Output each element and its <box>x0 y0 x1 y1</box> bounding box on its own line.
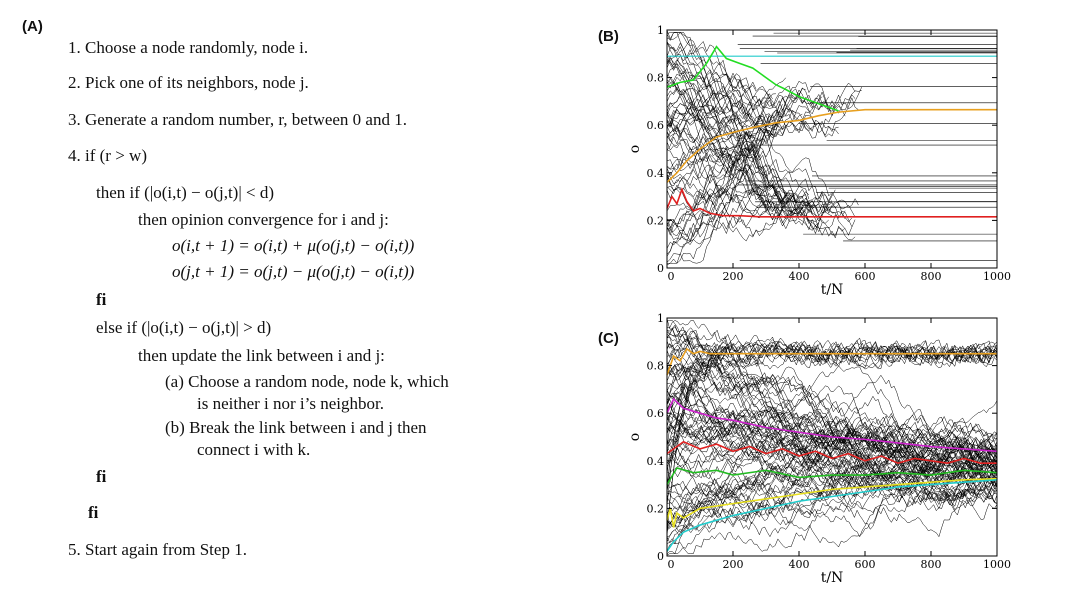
x-tick-label: 1000 <box>983 558 1011 571</box>
x-tick-label: 0 <box>668 270 675 283</box>
y-tick-label: 0.4 <box>647 167 665 180</box>
series-line-4 <box>666 477 998 528</box>
series-line-0 <box>666 347 997 376</box>
algo-step-5: 5. Start again from Step 1. <box>68 540 247 559</box>
x-axis-label: t/N <box>821 282 844 298</box>
y-tick-label: 0 <box>657 550 664 563</box>
panel-label-c: (C) <box>598 330 619 347</box>
y-tick-label: 1 <box>657 312 664 325</box>
algo-step-3: 3. Generate a random number, r, between … <box>68 110 407 129</box>
x-tick-label: 0 <box>668 558 675 571</box>
y-tick-label: 0.6 <box>647 119 665 132</box>
algo-then-if: then if (|o(i,t) − o(j,t)| < d) <box>96 183 274 202</box>
plot-frame <box>666 29 998 269</box>
panel-label-a: (A) <box>22 18 43 35</box>
series-line-0 <box>666 45 839 112</box>
x-tick-label: 600 <box>855 270 876 283</box>
algo-then-update: then update the link between i and j: <box>138 346 385 365</box>
panel-label-b: (B) <box>598 28 619 45</box>
algo-sub-a-line-2: is neither i nor i’s neighbor. <box>197 394 384 413</box>
y-tick-label: 0.6 <box>647 407 665 420</box>
series-line-2 <box>666 440 997 465</box>
series-line-3 <box>666 467 998 486</box>
algo-else-if: else if (|o(i,t) − o(j,t)| > d) <box>96 318 272 337</box>
algo-equation-2: o(j,t + 1) = o(j,t) − μ(o(j,t) − o(i,t)) <box>172 262 415 281</box>
x-tick-label: 400 <box>789 270 810 283</box>
x-tick-label: 400 <box>789 558 810 571</box>
y-tick-label: 0.2 <box>647 502 665 515</box>
y-tick-label: 0.8 <box>647 360 665 373</box>
y-tick-label: 0.2 <box>647 214 665 227</box>
chart-b: 0 200 400 600 800 1000 0 0.2 0.4 0.6 0.8 1 t/N o <box>627 24 1011 298</box>
x-tick-label: 800 <box>921 558 942 571</box>
algo-sub-b-line-1: (b) Break the link between i and j then <box>165 418 427 437</box>
y-tick-label: 0.4 <box>647 455 665 468</box>
algo-sub-a-line-1: (a) Choose a random node, node k, which <box>165 372 449 391</box>
series-line-1 <box>666 397 998 453</box>
chart-c: 0 200 400 600 800 1000 0 0.2 0.4 0.6 0.8 1 t/N o <box>627 312 1011 586</box>
x-tick-label: 600 <box>855 558 876 571</box>
plot-frame <box>666 317 998 557</box>
background-trajectories <box>666 30 997 266</box>
series-line-1 <box>666 108 997 183</box>
algo-fi-3: fi <box>88 503 99 522</box>
series-line-5 <box>666 479 998 552</box>
algo-step-4: 4. if (r > w) <box>68 146 147 165</box>
background-trajectories <box>666 318 998 556</box>
x-tick-label: 200 <box>723 558 744 571</box>
algo-sub-b-line-2: connect i with k. <box>197 440 311 459</box>
y-tick-label: 1 <box>657 24 664 37</box>
y-axis-label: o <box>627 433 643 441</box>
algo-then-convergence: then opinion convergence for i and j: <box>138 210 389 229</box>
y-tick-label: 0.8 <box>647 72 665 85</box>
x-axis-label: t/N <box>821 570 844 586</box>
algo-step-1: 1. Choose a node randomly, node i. <box>68 38 309 57</box>
x-tick-label: 200 <box>723 270 744 283</box>
x-tick-label: 800 <box>921 270 942 283</box>
algorithm-block: 1. Choose a node randomly, node i. 2. Pi… <box>68 38 449 559</box>
algo-equation-1: o(i,t + 1) = o(i,t) + μ(o(j,t) − o(i,t)) <box>172 236 415 255</box>
algo-fi-1: fi <box>96 290 107 309</box>
algo-fi-2: fi <box>96 467 107 486</box>
y-axis-label: o <box>627 145 643 153</box>
series-line-2 <box>666 187 997 218</box>
algo-step-2: 2. Pick one of its neighbors, node j. <box>68 73 309 92</box>
x-tick-label: 1000 <box>983 270 1011 283</box>
y-tick-label: 0 <box>657 262 664 275</box>
